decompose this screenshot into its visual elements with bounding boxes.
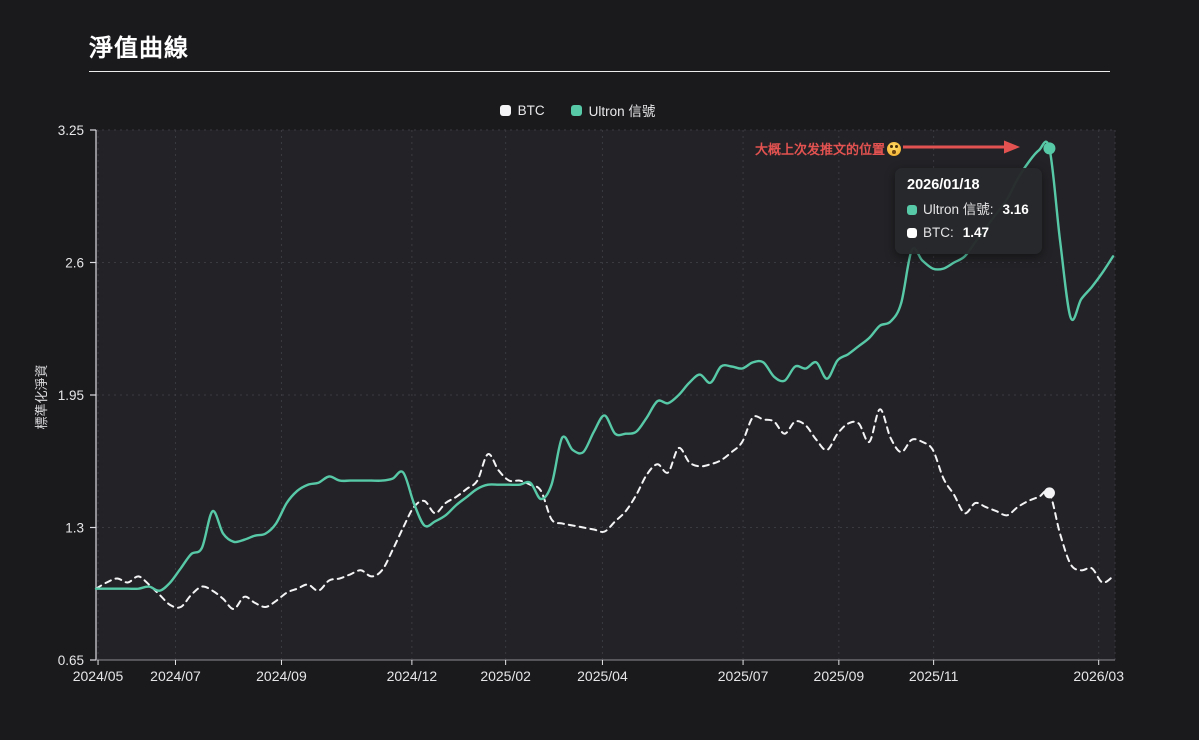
y-tick-label: 1.95 xyxy=(58,388,84,403)
tooltip-value-btc: 1.47 xyxy=(962,224,990,240)
btc-highlight-dot xyxy=(1043,487,1055,499)
x-tick-label: 2025/11 xyxy=(909,668,959,684)
tooltip-row-btc: BTC: 1.47 xyxy=(907,222,1029,245)
x-tick-label: 2026/03 xyxy=(1073,668,1124,684)
x-tick-label: 2024/05 xyxy=(73,668,124,684)
ultron-tooltip-marker-icon xyxy=(907,205,917,216)
y-tick-label: 1.3 xyxy=(65,521,84,536)
btc-series-line xyxy=(95,408,1114,610)
tooltip-date: 2026/01/18 xyxy=(907,177,980,193)
x-tick-label: 2025/02 xyxy=(480,668,531,684)
x-tick-label: 2024/12 xyxy=(387,668,438,684)
ultron-highlight-dot xyxy=(1043,142,1056,155)
y-tick-label: 0.65 xyxy=(58,653,84,668)
legend-item-ultron[interactable]: Ultron 信號 xyxy=(570,100,656,120)
annotation-text: 大概上次发推文的位置 xyxy=(754,142,885,157)
flushed-face-emoji-icon xyxy=(887,141,901,156)
ultron-series-marker-icon xyxy=(570,104,582,116)
x-tick-label: 2025/07 xyxy=(718,668,769,684)
tooltip-label-btc: BTC: xyxy=(923,224,954,240)
ultron-series-line xyxy=(94,140,1115,592)
tooltip-value-ultron: 3.16 xyxy=(1002,202,1029,217)
x-tick-label: 2025/04 xyxy=(577,668,628,684)
y-tick-label: 3.25 xyxy=(58,123,84,138)
btc-series-marker-icon xyxy=(499,104,511,116)
chart-legend: BTC Ultron 信號 xyxy=(0,100,1155,120)
tooltip-row-ultron: Ultron 信號: 3.16 xyxy=(907,199,1029,222)
annotation-arrow-head-icon xyxy=(1004,140,1020,154)
y-axis-title: 標準化淨資 xyxy=(34,364,49,429)
annotation-note: 大概上次发推文的位置 xyxy=(755,139,901,158)
chart-tooltip: 2026/01/18 Ultron 信號: 3.16 BTC: 1.47 xyxy=(895,168,1042,254)
legend-label-btc: BTC xyxy=(517,102,545,118)
legend-item-btc[interactable]: BTC xyxy=(499,102,545,118)
x-tick-label: 2024/09 xyxy=(256,668,307,684)
y-tick-label: 2.6 xyxy=(65,256,84,271)
legend-label-ultron: Ultron 信號 xyxy=(588,104,656,119)
page-title: 淨值曲線 xyxy=(89,35,189,62)
tooltip-label-ultron: Ultron 信號: xyxy=(923,202,994,217)
btc-tooltip-marker-icon xyxy=(907,228,917,239)
title-divider xyxy=(89,71,1110,72)
x-tick-label: 2024/07 xyxy=(150,668,201,684)
x-tick-label: 2025/09 xyxy=(814,668,865,684)
